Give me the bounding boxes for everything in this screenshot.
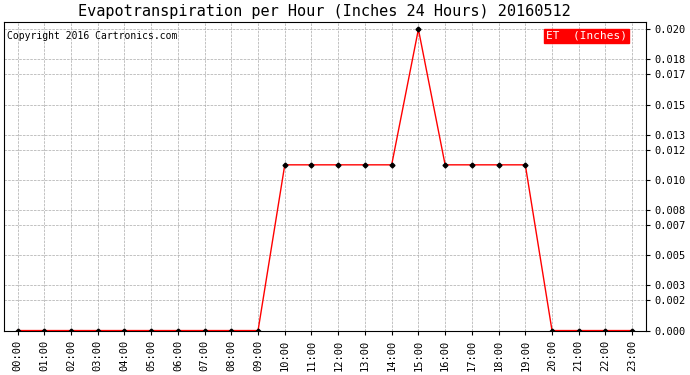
Text: ET  (Inches): ET (Inches)	[546, 31, 627, 41]
Text: Copyright 2016 Cartronics.com: Copyright 2016 Cartronics.com	[8, 31, 178, 41]
Title: Evapotranspiration per Hour (Inches 24 Hours) 20160512: Evapotranspiration per Hour (Inches 24 H…	[79, 4, 571, 19]
